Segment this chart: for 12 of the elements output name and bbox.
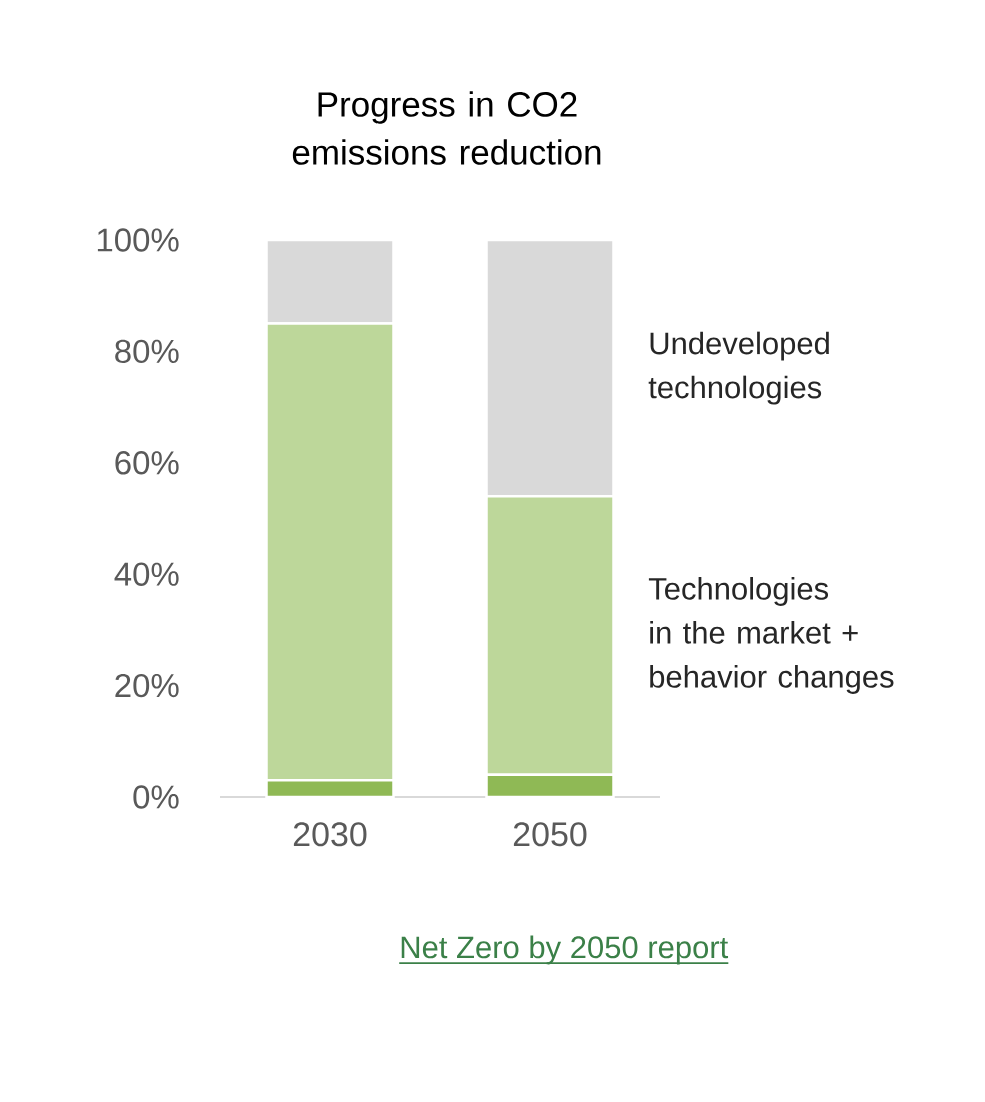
y-tick-label: 100% [97, 228, 179, 252]
y-tick-label: 40% [114, 562, 179, 586]
x-tick-label: 2050 [513, 822, 587, 847]
x-tick-label: 2030 [293, 822, 367, 847]
y-tick-label: 80% [115, 339, 179, 364]
series-label: Undeveloped technologies [648, 331, 829, 405]
y-tick-label: 0% [133, 785, 179, 809]
y-tick-label: 20% [115, 673, 179, 698]
y-tick-label: 60% [115, 451, 179, 475]
series-label: Technologies in the market + behavior changes [648, 577, 894, 694]
text: Net Zero by 2050 report [401, 935, 729, 965]
chart-title: Progress in CO2 emissions reduction [292, 91, 601, 165]
